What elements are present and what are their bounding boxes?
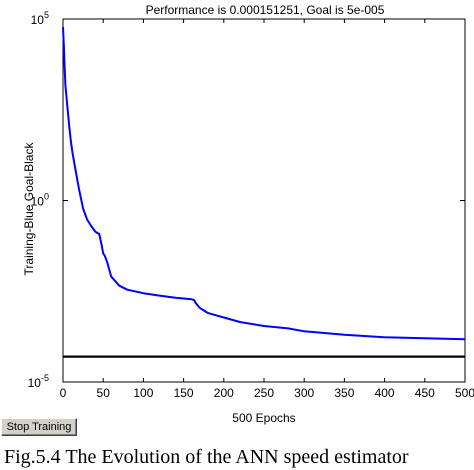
y-tick-label-5: 105: [31, 10, 49, 27]
x-tick-label-150: 150: [174, 386, 194, 400]
training-series-line: [62, 27, 466, 341]
stop-training-button[interactable]: Stop Training: [1, 418, 77, 436]
x-tick-label-0: 0: [60, 386, 67, 400]
y-axis-label: Training-Blue Goal-Black: [22, 142, 36, 276]
axes-frame: [62, 18, 466, 383]
x-tick-label-100: 100: [133, 386, 153, 400]
plot-area: 0 50 100 150 200 250 300 350 400 450 500 10-5 100 105: [28, 10, 474, 400]
y-tick-label--5: 10-5: [28, 373, 49, 390]
x-tick-label-50: 50: [97, 386, 111, 400]
figure-caption: Fig.5.4 The Evolution of the ANN speed e…: [4, 446, 409, 468]
x-tick-label-400: 400: [375, 386, 395, 400]
x-tick-label-200: 200: [214, 386, 234, 400]
y-tick-label-0: 100: [31, 192, 49, 209]
x-tick-label-250: 250: [254, 386, 274, 400]
x-tick-label-500: 500: [455, 386, 474, 400]
x-axis-label: 500 Epochs: [232, 411, 295, 425]
chart-title: Performance is 0.000151251, Goal is 5e-0…: [146, 3, 385, 17]
x-tick-label-300: 300: [294, 386, 314, 400]
x-tick-label-350: 350: [334, 386, 354, 400]
x-tick-label-450: 450: [415, 386, 435, 400]
